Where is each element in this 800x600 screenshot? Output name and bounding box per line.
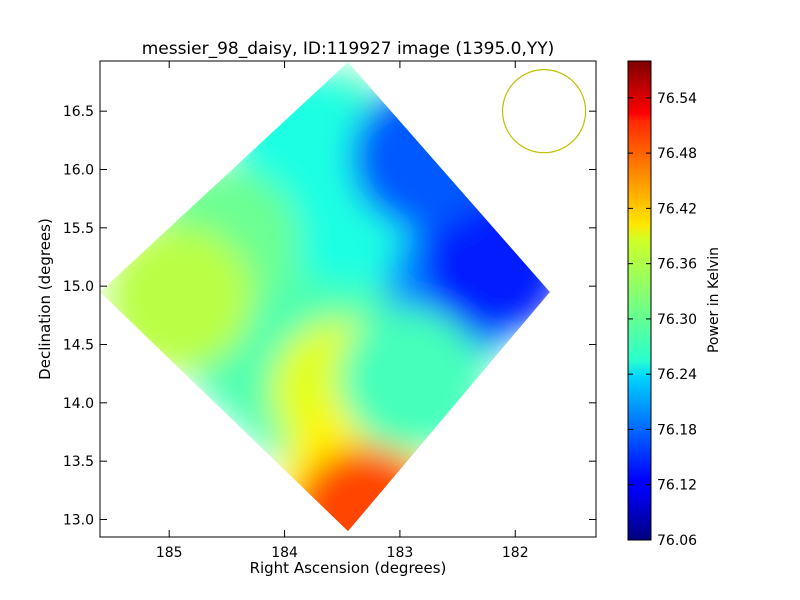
y-tick-label: 16.5 (63, 104, 94, 120)
beam-circle (501, 69, 587, 154)
y-tick-label: 15.0 (63, 279, 94, 295)
colorbar-tick-label: 76.48 (657, 146, 697, 162)
colorbar-tick-label: 76.30 (657, 312, 697, 328)
colorbar-tick-label: 76.42 (657, 201, 697, 217)
x-tick-label: 182 (502, 545, 529, 561)
heatmap-region (108, 225, 253, 370)
colorbar-tick-label: 76.12 (657, 478, 697, 494)
y-tick-label: 13.5 (63, 454, 94, 470)
colorbar-tick-label: 76.54 (657, 91, 697, 107)
colorbar-ticks: 76.06 76.12 76.18 76.24 76.30 76.36 76.42 76.48… (628, 91, 697, 549)
x-tick-label: 183 (387, 545, 414, 561)
colorbar-tick-label: 76.06 (657, 533, 697, 549)
y-axis-label: Declination (degrees) (36, 218, 54, 380)
colorbar-label: Power in Kelvin (706, 247, 722, 353)
x-tick-label: 184 (271, 545, 298, 561)
y-tick-label: 15.5 (63, 221, 94, 237)
colorbar-tick-label: 76.18 (657, 422, 697, 438)
x-axis-label: Right Ascension (degrees) (250, 559, 447, 577)
heatmap-map (100, 62, 550, 532)
colorbar: 76.06 76.12 76.18 76.24 76.30 76.36 76.42 76.48… (627, 60, 722, 549)
x-tick-label: 185 (156, 545, 183, 561)
y-tick-labels: 13.0 13.5 14.0 14.5 15.0 15.5 16.0 16.5 (63, 104, 94, 528)
y-tick-label: 14.5 (63, 338, 94, 354)
y-tick-label: 16.0 (63, 163, 94, 179)
chart-title: messier_98_daisy, ID:119927 image (1395.… (142, 39, 555, 59)
plot-ticks (100, 61, 596, 537)
y-tick-label: 14.0 (63, 396, 94, 412)
x-tick-labels: 185 184 183 182 (156, 545, 529, 561)
plot-area (99, 60, 597, 538)
colorbar-tick-label: 76.36 (657, 257, 697, 273)
y-tick-label: 13.0 (63, 513, 94, 529)
colorbar-gradient (627, 60, 652, 541)
colorbar-tick-label: 76.24 (657, 367, 697, 383)
